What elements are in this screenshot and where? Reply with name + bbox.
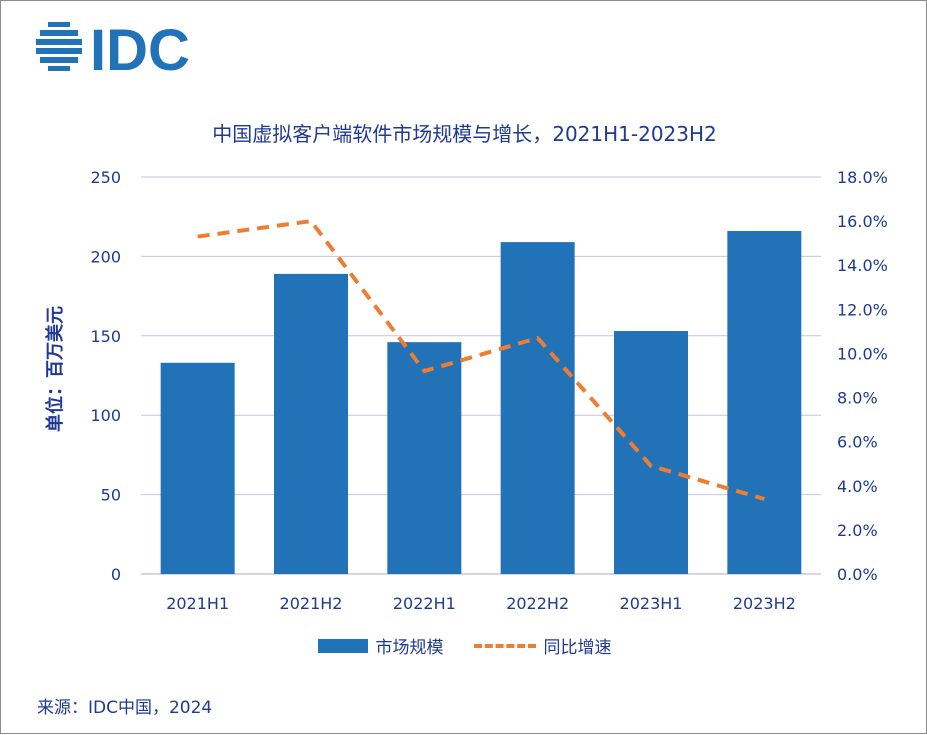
legend-bar-swatch: [317, 638, 368, 653]
y-tick-label: 50: [101, 486, 121, 505]
y2-tick-label: 12.0%: [837, 300, 888, 319]
legend-line-swatch: [473, 643, 536, 648]
idc-logo-text: IDC: [90, 19, 190, 77]
y2-tick-label: 6.0%: [837, 433, 878, 452]
bar: [727, 230, 802, 574]
x-tick-label: 2021H1: [166, 594, 229, 613]
bar: [160, 362, 235, 574]
y-tick-label: 200: [90, 247, 121, 266]
x-tick-label: 2022H2: [506, 594, 569, 613]
chart-title: 中国虚拟客户端软件市场规模与增长，2021H1-2023H2: [212, 122, 717, 146]
y-tick-label: 150: [90, 327, 121, 346]
y2-tick-label: 16.0%: [837, 212, 888, 231]
legend-item-growth: 同比增速: [473, 633, 612, 658]
legend-label-growth: 同比增速: [543, 638, 612, 658]
x-tick-label: 2022H1: [393, 594, 456, 613]
y-tick-label: 100: [90, 406, 121, 425]
y2-tick-label: 14.0%: [837, 256, 888, 275]
y-tick-label: 250: [90, 168, 121, 187]
x-tick-label: 2023H1: [620, 594, 683, 613]
y2-tick-label: 2.0%: [837, 521, 878, 540]
idc-logo: IDC: [36, 19, 190, 77]
bar: [387, 342, 462, 574]
y2-tick-label: 0.0%: [837, 565, 878, 584]
legend: 市场规模 同比增速: [1, 633, 927, 658]
bar: [614, 331, 688, 574]
legend-item-market-size: 市场规模: [317, 633, 444, 658]
y-tick-label: 0: [111, 565, 121, 584]
bar: [500, 242, 575, 574]
x-tick-label: 2021H2: [280, 594, 343, 613]
y2-tick-label: 8.0%: [837, 389, 878, 408]
growth-line: [197, 219, 765, 501]
idc-globe-icon: [36, 22, 82, 71]
y2-tick-label: 4.0%: [837, 477, 878, 496]
bar: [274, 273, 348, 574]
source-note: 来源：IDC中国，2024: [37, 698, 213, 718]
y2-tick-label: 18.0%: [837, 168, 888, 187]
legend-label-market-size: 市场规模: [375, 638, 444, 658]
y2-tick-label: 10.0%: [837, 344, 888, 363]
x-tick-label: 2023H2: [733, 594, 796, 613]
